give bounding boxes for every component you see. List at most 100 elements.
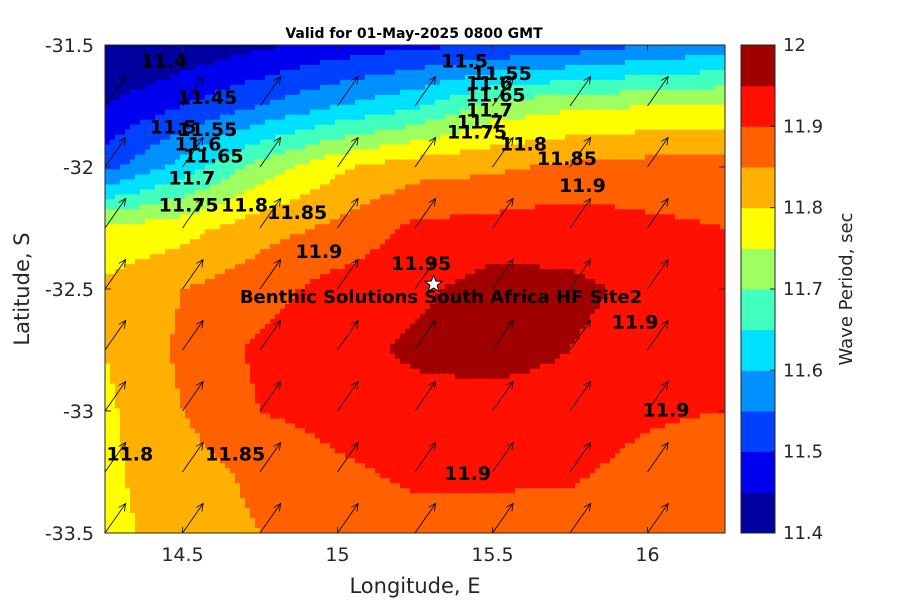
contour-cell	[685, 49, 691, 56]
contour-cell	[380, 109, 386, 116]
contour-cell	[475, 184, 481, 191]
contour-cell	[355, 59, 361, 66]
contour-cell	[650, 54, 656, 61]
contour-cell	[295, 159, 301, 166]
contour-cell	[660, 179, 666, 186]
contour-cell	[515, 109, 521, 116]
contour-cell	[455, 45, 461, 51]
contour-cell	[425, 209, 431, 215]
contour-cell	[145, 49, 151, 56]
contour-cell	[535, 189, 541, 195]
contour-cell	[455, 134, 461, 141]
contour-cell	[280, 64, 286, 71]
contour-cell	[505, 219, 511, 225]
contour-cell	[180, 214, 186, 220]
contour-cell	[605, 119, 611, 126]
contour-cell	[280, 119, 286, 126]
contour-cell	[275, 224, 281, 230]
contour-cell	[560, 59, 566, 66]
contour-cell	[365, 64, 371, 71]
contour-cell	[255, 164, 261, 171]
contour-cell	[500, 69, 506, 76]
contour-cell	[300, 189, 306, 195]
contour-cell	[265, 154, 271, 161]
contour-cell	[520, 199, 526, 205]
contour-cell	[600, 239, 606, 245]
contour-cell	[570, 134, 576, 141]
contour-cell	[185, 244, 191, 250]
contour-cell	[635, 109, 641, 116]
contour-cell	[565, 189, 571, 195]
contour-cell	[470, 129, 476, 136]
contour-cell	[710, 239, 716, 245]
contour-cell	[335, 179, 341, 186]
contour-cell	[355, 109, 361, 116]
contour-cell	[405, 189, 411, 195]
contour-cell	[465, 204, 471, 210]
contour-cell	[580, 184, 586, 191]
contour-cell	[310, 219, 316, 225]
contour-cell	[295, 134, 301, 141]
contour-cell	[550, 194, 556, 200]
contour-cell	[255, 204, 261, 210]
contour-cell	[680, 54, 686, 61]
contour-cell	[295, 59, 301, 66]
contour-cell	[465, 239, 471, 245]
contour-cell	[570, 239, 576, 245]
contour-cell	[350, 174, 356, 181]
contour-cell	[210, 229, 216, 235]
contour-cell	[605, 179, 611, 186]
contour-cell	[240, 214, 246, 220]
contour-cell	[295, 94, 301, 101]
contour-cell	[525, 54, 531, 61]
contour-cell	[645, 199, 651, 205]
contour-cell	[455, 129, 461, 136]
contour-cell	[675, 184, 681, 191]
contour-cell	[160, 234, 166, 240]
contour-cell	[260, 45, 266, 51]
contour-cell	[625, 49, 631, 56]
contour-cell	[550, 224, 556, 230]
contour-cell	[645, 144, 651, 151]
contour-cell	[460, 159, 466, 166]
contour-cell	[215, 45, 221, 51]
contour-cell	[235, 154, 241, 161]
contour-cell	[160, 94, 166, 101]
contour-cell	[670, 74, 676, 81]
contour-cell	[110, 224, 116, 230]
contour-cell	[305, 194, 311, 200]
contour-cell	[215, 109, 221, 116]
contour-cell	[560, 45, 566, 51]
contour-cell	[385, 45, 391, 51]
contour-cell	[205, 59, 211, 66]
contour-cell	[630, 164, 636, 171]
contour-cell	[195, 149, 201, 156]
contour-cell	[215, 64, 221, 71]
contour-cell	[555, 134, 561, 141]
contour-cell	[605, 69, 611, 76]
contour-cell	[120, 174, 126, 181]
contour-cell	[375, 89, 381, 96]
contour-cell	[500, 189, 506, 195]
contour-cell	[500, 214, 506, 220]
contour-cell	[155, 214, 161, 220]
contour-cell	[345, 169, 351, 176]
contour-cell	[235, 169, 241, 176]
contour-cell	[540, 94, 546, 101]
contour-cell	[700, 49, 706, 56]
contour-cell	[160, 139, 166, 146]
contour-cell	[630, 99, 636, 106]
contour-cell	[185, 149, 191, 156]
contour-cell	[690, 54, 696, 61]
contour-cell	[485, 134, 491, 141]
contour-cell	[305, 214, 311, 220]
contour-cell	[405, 49, 411, 56]
contour-cell	[585, 164, 591, 171]
contour-cell	[385, 84, 391, 91]
contour-cell	[275, 229, 281, 235]
contour-cell	[115, 209, 121, 215]
contour-cell	[105, 49, 111, 56]
contour-cell	[355, 54, 361, 61]
contour-cell	[195, 154, 201, 161]
contour-cell	[590, 49, 596, 56]
